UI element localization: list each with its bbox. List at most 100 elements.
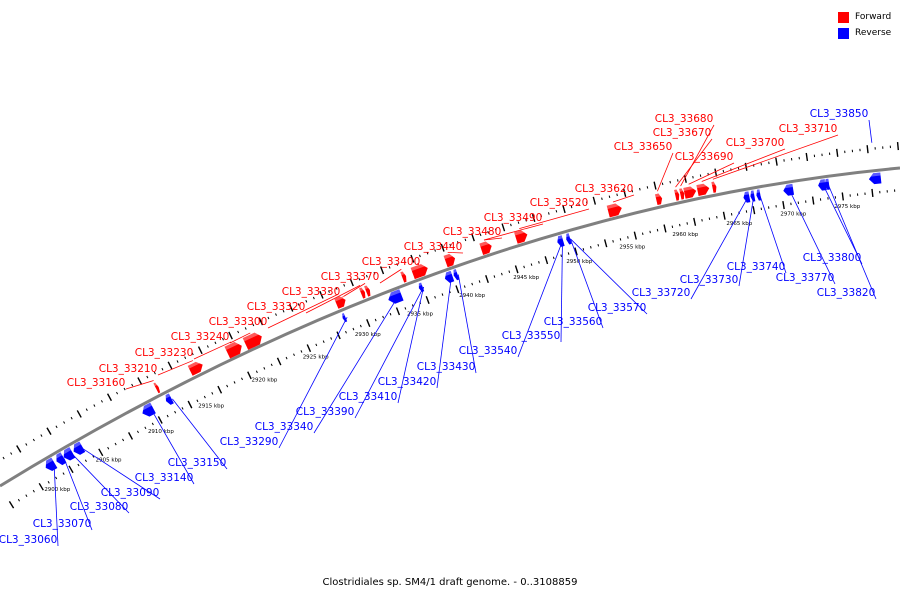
leader-line bbox=[827, 184, 877, 300]
reverse-gene-label: CL3_33770 bbox=[776, 272, 835, 284]
forward-gene-label: CL3_33690 bbox=[675, 151, 734, 163]
leader-line bbox=[712, 134, 839, 180]
reverse-gene bbox=[782, 183, 795, 196]
track-tick bbox=[38, 482, 44, 491]
track-tick bbox=[267, 316, 270, 320]
track-tick bbox=[633, 231, 637, 240]
forward-gene-label: CL3_33520 bbox=[530, 197, 589, 209]
leader-line bbox=[690, 196, 749, 300]
track-tick bbox=[582, 248, 585, 251]
reverse-gene-label: CL3_33430 bbox=[417, 361, 476, 373]
track-tick bbox=[403, 260, 406, 263]
track-tick bbox=[464, 238, 467, 242]
leader-line bbox=[457, 274, 477, 374]
track-tick bbox=[782, 201, 785, 210]
outer-tick-track bbox=[2, 142, 900, 460]
track-tick bbox=[153, 371, 156, 375]
kbp-tick-label: 2950 kbp bbox=[566, 259, 592, 265]
reverse-gene bbox=[824, 178, 830, 190]
reverse-gene-label: CL3_33550 bbox=[502, 330, 561, 342]
reverse-gene-label: CL3_33410 bbox=[339, 391, 398, 403]
reverse-gene-label: CL3_33140 bbox=[135, 472, 194, 484]
forward-gene bbox=[655, 192, 663, 206]
reverse-genes bbox=[42, 172, 882, 471]
track-tick bbox=[501, 223, 506, 232]
kbp-tick-label: 2910 kbp bbox=[148, 429, 174, 435]
track-tick bbox=[359, 324, 362, 328]
leader-line bbox=[267, 294, 339, 329]
genome-backbone bbox=[0, 166, 900, 488]
track-tick bbox=[276, 357, 282, 366]
track-tick bbox=[608, 195, 611, 199]
track-tick bbox=[841, 192, 844, 201]
track-tick bbox=[440, 243, 445, 252]
track-tick bbox=[127, 432, 134, 440]
track-tick bbox=[500, 272, 503, 276]
leader-line bbox=[81, 447, 161, 500]
forward-gene bbox=[242, 330, 262, 350]
track-tick bbox=[336, 331, 341, 340]
reverse-gene-label: CL3_33080 bbox=[70, 501, 129, 513]
track-tick bbox=[525, 218, 527, 222]
reverse-gene bbox=[340, 313, 348, 323]
track-tick bbox=[366, 319, 371, 327]
track-tick bbox=[131, 383, 134, 387]
forward-gene bbox=[683, 185, 697, 199]
track-tick bbox=[523, 265, 525, 269]
track-tick bbox=[805, 152, 809, 162]
reverse-gene bbox=[443, 270, 455, 283]
track-tick bbox=[161, 367, 164, 371]
leader-line bbox=[397, 287, 424, 404]
track-tick bbox=[181, 407, 184, 410]
track-tick bbox=[226, 384, 229, 388]
track-tick bbox=[631, 189, 634, 193]
kbp-tick-label: 2970 kbp bbox=[780, 212, 806, 218]
track-tick bbox=[671, 225, 674, 229]
forward-gene bbox=[606, 202, 622, 218]
track-tick bbox=[297, 303, 300, 306]
track-tick bbox=[77, 463, 80, 467]
tick-labels: 2900 kbp 2905 kbp 2910 kbp 2915 kbp 2920 kbp… bbox=[44, 204, 860, 493]
track-tick bbox=[217, 385, 223, 394]
leader-line bbox=[657, 152, 674, 192]
forward-label-lines bbox=[125, 124, 839, 390]
reverse-gene-label: CL3_33060 bbox=[0, 534, 57, 546]
track-tick bbox=[530, 263, 533, 266]
track-tick bbox=[70, 416, 73, 420]
track-tick bbox=[285, 356, 288, 360]
forward-gene-label: CL3_33320 bbox=[247, 301, 306, 313]
track-tick bbox=[233, 381, 236, 384]
track-tick bbox=[312, 296, 315, 300]
track-tick bbox=[552, 256, 555, 260]
track-tick bbox=[597, 243, 600, 247]
forward-gene-label: CL3_33700 bbox=[726, 137, 785, 149]
track-tick bbox=[590, 245, 592, 249]
track-tick bbox=[396, 263, 399, 266]
forward-gene bbox=[696, 182, 710, 196]
track-tick bbox=[203, 395, 206, 399]
leader-line bbox=[229, 332, 251, 344]
track-tick bbox=[275, 313, 277, 316]
track-tick bbox=[62, 472, 65, 475]
reverse-label-lines bbox=[53, 119, 877, 547]
leader-line bbox=[483, 223, 544, 241]
track-tick bbox=[352, 327, 355, 331]
track-tick bbox=[349, 278, 354, 287]
track-tick bbox=[211, 392, 214, 395]
track-tick bbox=[176, 360, 179, 363]
track-tick bbox=[449, 243, 452, 247]
track-tick bbox=[627, 236, 629, 239]
forward-gene bbox=[479, 240, 492, 255]
track-tick bbox=[228, 331, 233, 340]
track-tick bbox=[32, 438, 35, 442]
forward-gene-label: CL3_33670 bbox=[653, 127, 712, 139]
inner-tick-track bbox=[8, 188, 896, 509]
track-tick bbox=[510, 223, 512, 227]
track-tick bbox=[649, 230, 651, 234]
track-tick bbox=[263, 367, 266, 370]
track-tick bbox=[300, 350, 303, 353]
reverse-gene-label: CL3_33540 bbox=[459, 345, 518, 357]
reverse-gene-label: CL3_33070 bbox=[33, 518, 92, 530]
forward-gene bbox=[679, 188, 685, 200]
